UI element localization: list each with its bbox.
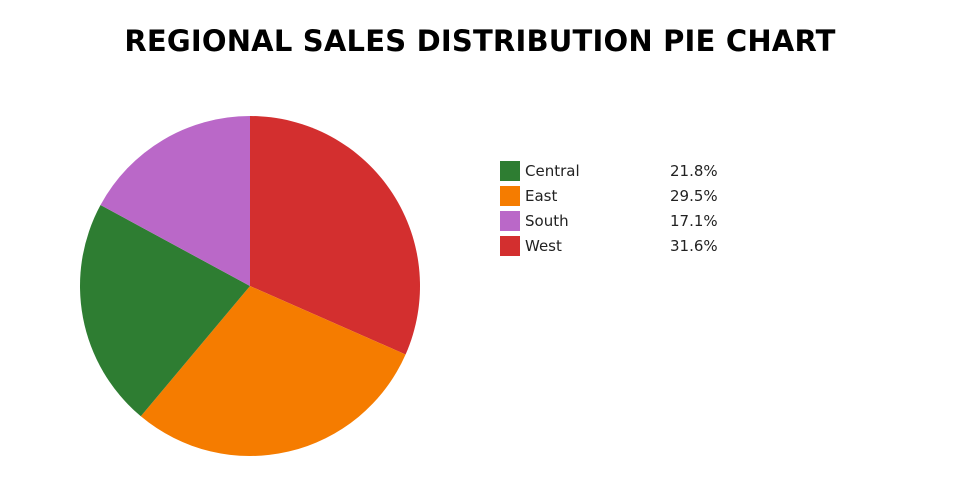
chart-title: REGIONAL SALES DISTRIBUTION PIE CHART [124,24,836,58]
legend-value: 17.1% [670,212,718,230]
legend-item-central: Central 21.8% [500,160,760,185]
legend-item-east: East 29.5% [500,185,760,210]
legend-swatch [500,186,520,206]
legend-swatch [500,161,520,181]
legend-value: 29.5% [670,187,718,205]
legend: Central 21.8% East 29.5% South 17.1% West 31.6% [500,160,760,260]
legend-value: 31.6% [670,237,718,255]
legend-label: West [525,237,562,255]
pie-slice-south [100,116,250,286]
legend-label: East [525,187,558,205]
legend-value: 21.8% [670,162,718,180]
legend-swatch [500,236,520,256]
legend-label: South [525,212,569,230]
legend-swatch [500,211,520,231]
legend-item-south: South 17.1% [500,210,760,235]
pie-slice-west [250,116,420,355]
pie-slice-east [140,286,406,456]
pie-slice-central [79,205,250,417]
pie-slices [79,116,420,456]
legend-label: Central [525,162,580,180]
legend-item-west: West 31.6% [500,235,760,260]
